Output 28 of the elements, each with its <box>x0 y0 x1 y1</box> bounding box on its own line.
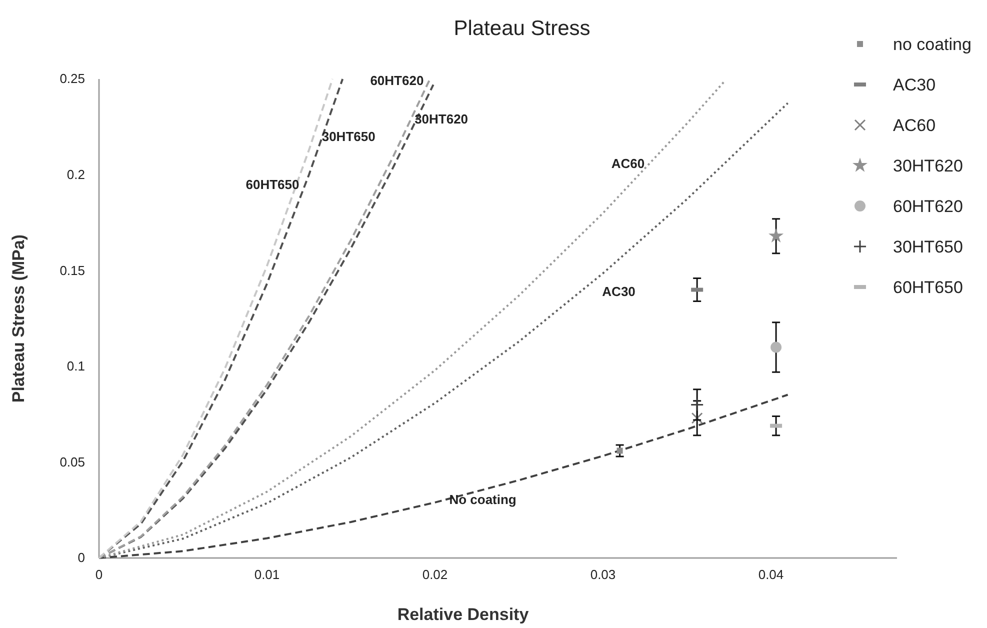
x-tick-label: 0.01 <box>254 567 280 582</box>
x-tick-label: 0.02 <box>422 567 448 582</box>
legend-label: 60HT620 <box>893 197 963 216</box>
legend-label: no coating <box>893 35 972 54</box>
series-label: AC60 <box>611 156 645 171</box>
chart-title: Plateau Stress <box>454 17 590 40</box>
y-tick-label: 0 <box>78 550 85 566</box>
x-tick-label: 0.03 <box>590 567 616 582</box>
y-tick-label: 0.1 <box>66 358 85 374</box>
legend-label: 30HT620 <box>893 156 963 176</box>
series-label: No coating <box>449 492 516 507</box>
legend-label: AC30 <box>893 76 936 94</box>
x-tick-label: 0 <box>95 567 103 582</box>
legend-label: 30HT650 <box>893 238 963 256</box>
y-tick-label: 0.15 <box>60 262 85 278</box>
legend-label: AC60 <box>893 116 936 135</box>
legend-label: 60HT650 <box>893 278 963 297</box>
series-label: 30HT620 <box>414 112 468 127</box>
y-tick-label: 0.25 <box>60 71 85 86</box>
x-tick-label: 0.04 <box>758 567 784 582</box>
y-tick-label: 0.2 <box>66 166 85 182</box>
series-label: 60HT620 <box>370 73 424 88</box>
series-label: AC30 <box>602 284 636 300</box>
y-tick-label: 0.05 <box>60 454 85 470</box>
x-axis-title: Relative Density <box>397 605 530 624</box>
y-axis-title: Plateau Stress (MPa) <box>9 234 28 403</box>
series-label: 60HT650 <box>246 177 300 192</box>
series-label: 30HT650 <box>322 129 376 144</box>
